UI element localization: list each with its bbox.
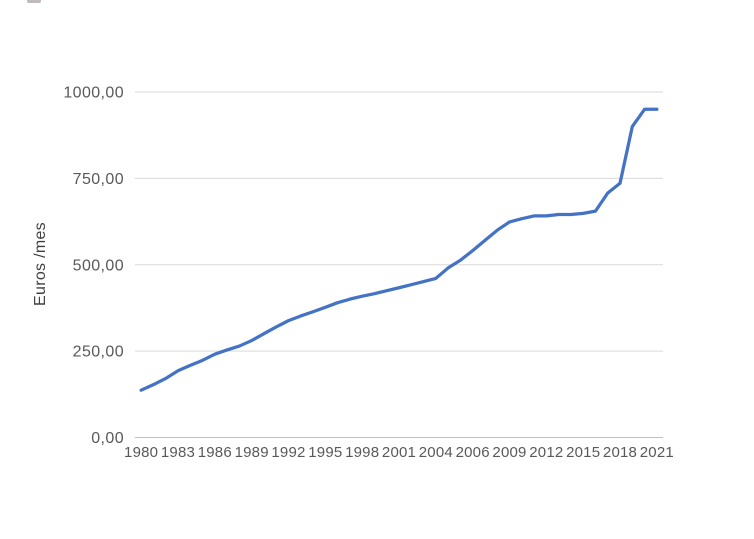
- x-tick-label: 2006: [456, 444, 490, 461]
- y-axis-tick-labels: 0,00 250,00 500,00 750,00 1000,00: [63, 85, 124, 448]
- x-tick-label: 2009: [492, 444, 526, 461]
- y-tick-label: 0,00: [91, 430, 124, 447]
- y-tick-label: 500,00: [73, 257, 124, 274]
- x-tick-label: 1983: [161, 444, 195, 461]
- gridlines-layer: [135, 91, 663, 352]
- y-tick-label: 250,00: [73, 344, 124, 361]
- x-tick-label: 1992: [271, 444, 305, 461]
- y-tick-label: 1000,00: [63, 85, 124, 102]
- x-tick-label: 2021: [640, 444, 674, 461]
- x-tick-label: 2015: [566, 444, 600, 461]
- x-axis-tick-labels: 1980 1983 1986 1989 1992 1995 1998 2001 2004 2006…: [124, 444, 674, 461]
- x-tick-label: 2004: [419, 444, 453, 461]
- y-axis-title: Euros /mes: [32, 222, 49, 306]
- x-tick-label: 2012: [529, 444, 563, 461]
- x-tick-label: 1986: [198, 444, 232, 461]
- y-tick-label: 750,00: [73, 171, 124, 188]
- screenshot-crop-artifact: [27, 0, 41, 3]
- x-tick-label: 1989: [235, 444, 269, 461]
- series-line: [139, 107, 659, 392]
- x-tick-label: 1980: [124, 444, 158, 461]
- x-tick-label: 1995: [308, 444, 342, 461]
- x-tick-label: 1998: [345, 444, 379, 461]
- x-tick-label: 2018: [603, 444, 637, 461]
- x-tick-label: 2001: [382, 444, 416, 461]
